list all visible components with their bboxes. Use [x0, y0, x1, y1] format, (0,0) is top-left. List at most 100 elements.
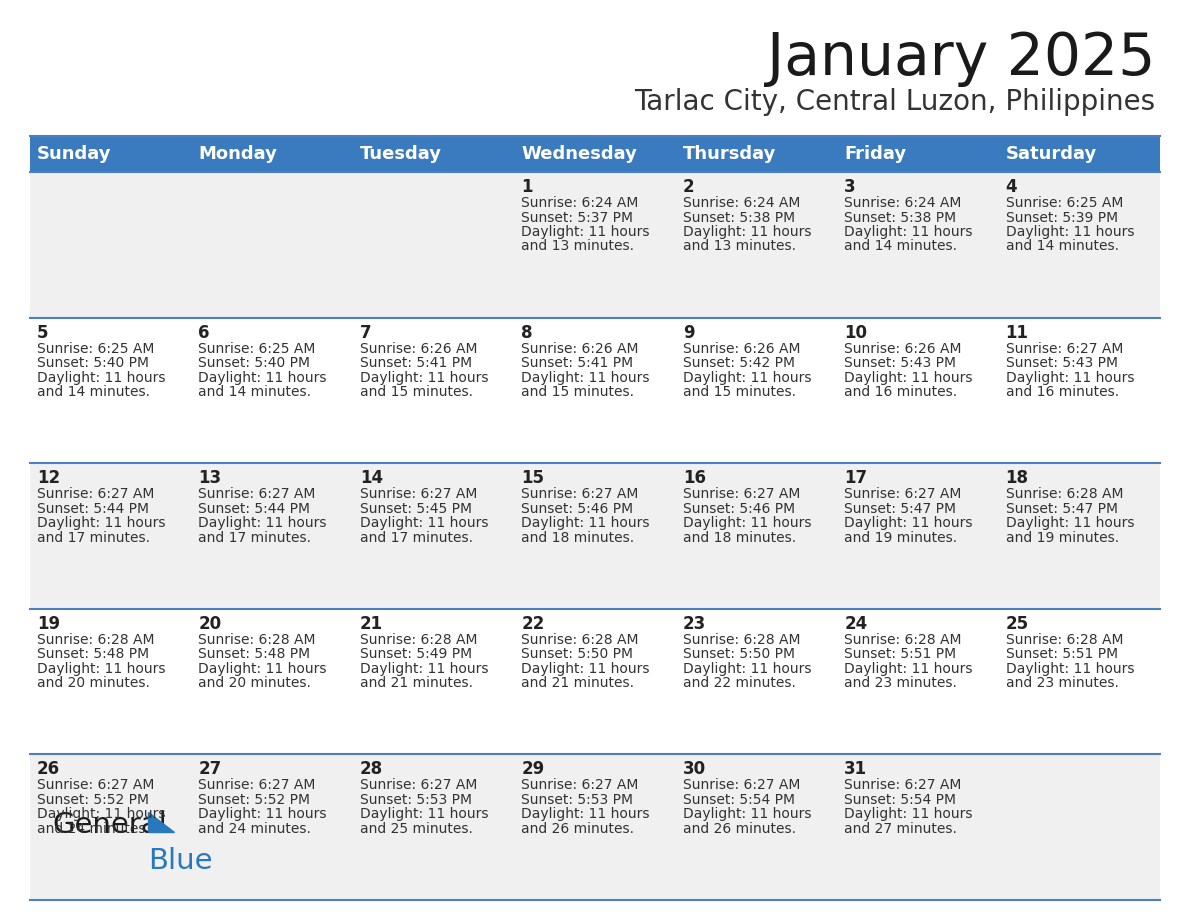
Bar	[191, 755, 353, 900]
Text: Sunrise: 6:27 AM: Sunrise: 6:27 AM	[198, 778, 316, 792]
Text: and 13 minutes.: and 13 minutes.	[683, 240, 796, 253]
Text: and 25 minutes.: and 25 minutes.	[360, 822, 473, 836]
Text: Daylight: 11 hours: Daylight: 11 hours	[360, 516, 488, 531]
Text: Daylight: 11 hours: Daylight: 11 hours	[37, 371, 165, 385]
Text: Daylight: 11 hours: Daylight: 11 hours	[845, 662, 973, 676]
Text: and 23 minutes.: and 23 minutes.	[845, 677, 958, 690]
Text: Daylight: 11 hours: Daylight: 11 hours	[522, 662, 650, 676]
Bar	[838, 318, 999, 464]
Text: Sunrise: 6:27 AM: Sunrise: 6:27 AM	[360, 487, 478, 501]
Text: Sunrise: 6:26 AM: Sunrise: 6:26 AM	[845, 341, 961, 355]
Text: Sunrise: 6:28 AM: Sunrise: 6:28 AM	[1005, 487, 1123, 501]
Text: Sunrise: 6:27 AM: Sunrise: 6:27 AM	[845, 487, 961, 501]
Text: Sunrise: 6:28 AM: Sunrise: 6:28 AM	[522, 633, 639, 647]
Text: Daylight: 11 hours: Daylight: 11 hours	[845, 371, 973, 385]
Text: 9: 9	[683, 324, 694, 341]
Bar	[353, 755, 514, 900]
Bar	[191, 172, 353, 318]
Text: Daylight: 11 hours: Daylight: 11 hours	[683, 371, 811, 385]
Text: Daylight: 11 hours: Daylight: 11 hours	[522, 808, 650, 822]
Text: Sunrise: 6:24 AM: Sunrise: 6:24 AM	[683, 196, 800, 210]
Text: Tuesday: Tuesday	[360, 145, 442, 163]
Bar	[353, 172, 514, 318]
Bar	[676, 755, 838, 900]
Text: Daylight: 11 hours: Daylight: 11 hours	[845, 516, 973, 531]
Text: and 22 minutes.: and 22 minutes.	[683, 677, 796, 690]
Text: Sunrise: 6:28 AM: Sunrise: 6:28 AM	[845, 633, 961, 647]
Text: Daylight: 11 hours: Daylight: 11 hours	[845, 225, 973, 239]
Text: Sunrise: 6:27 AM: Sunrise: 6:27 AM	[683, 778, 800, 792]
Text: Daylight: 11 hours: Daylight: 11 hours	[360, 808, 488, 822]
Text: Sunrise: 6:27 AM: Sunrise: 6:27 AM	[845, 778, 961, 792]
Text: Sunset: 5:46 PM: Sunset: 5:46 PM	[522, 502, 633, 516]
Text: and 16 minutes.: and 16 minutes.	[1005, 385, 1119, 399]
Bar	[191, 609, 353, 755]
Text: Daylight: 11 hours: Daylight: 11 hours	[522, 371, 650, 385]
Text: Sunset: 5:51 PM: Sunset: 5:51 PM	[845, 647, 956, 661]
Text: 5: 5	[37, 324, 49, 341]
Text: Saturday: Saturday	[1005, 145, 1097, 163]
Bar	[514, 136, 676, 172]
Text: 21: 21	[360, 615, 383, 633]
Text: Sunset: 5:47 PM: Sunset: 5:47 PM	[845, 502, 956, 516]
Text: and 20 minutes.: and 20 minutes.	[37, 677, 150, 690]
Text: Daylight: 11 hours: Daylight: 11 hours	[683, 225, 811, 239]
Text: and 19 minutes.: and 19 minutes.	[1005, 531, 1119, 544]
Text: and 17 minutes.: and 17 minutes.	[37, 531, 150, 544]
Text: Daylight: 11 hours: Daylight: 11 hours	[360, 371, 488, 385]
Text: Sunrise: 6:24 AM: Sunrise: 6:24 AM	[522, 196, 639, 210]
Text: 18: 18	[1005, 469, 1029, 487]
Text: Sunset: 5:47 PM: Sunset: 5:47 PM	[1005, 502, 1118, 516]
Text: Tarlac City, Central Luzon, Philippines: Tarlac City, Central Luzon, Philippines	[634, 88, 1155, 116]
Text: Sunday: Sunday	[37, 145, 112, 163]
Text: Sunset: 5:49 PM: Sunset: 5:49 PM	[360, 647, 472, 661]
Text: Sunrise: 6:26 AM: Sunrise: 6:26 AM	[522, 341, 639, 355]
Text: Sunset: 5:51 PM: Sunset: 5:51 PM	[1005, 647, 1118, 661]
Text: and 13 minutes.: and 13 minutes.	[522, 240, 634, 253]
Bar	[353, 609, 514, 755]
Text: and 15 minutes.: and 15 minutes.	[360, 385, 473, 399]
Text: Sunset: 5:53 PM: Sunset: 5:53 PM	[360, 793, 472, 807]
Text: Sunrise: 6:28 AM: Sunrise: 6:28 AM	[198, 633, 316, 647]
Text: Sunset: 5:39 PM: Sunset: 5:39 PM	[1005, 210, 1118, 225]
Text: Sunset: 5:40 PM: Sunset: 5:40 PM	[37, 356, 148, 370]
Text: 2: 2	[683, 178, 694, 196]
Text: 30: 30	[683, 760, 706, 778]
Text: Sunset: 5:37 PM: Sunset: 5:37 PM	[522, 210, 633, 225]
Text: Daylight: 11 hours: Daylight: 11 hours	[522, 225, 650, 239]
Text: 13: 13	[198, 469, 221, 487]
Text: Daylight: 11 hours: Daylight: 11 hours	[1005, 662, 1135, 676]
Text: Sunrise: 6:27 AM: Sunrise: 6:27 AM	[198, 487, 316, 501]
Text: 17: 17	[845, 469, 867, 487]
Text: 1: 1	[522, 178, 532, 196]
Text: and 27 minutes.: and 27 minutes.	[845, 822, 958, 836]
Text: Thursday: Thursday	[683, 145, 776, 163]
Text: and 14 minutes.: and 14 minutes.	[37, 385, 150, 399]
Text: 25: 25	[1005, 615, 1029, 633]
Text: Daylight: 11 hours: Daylight: 11 hours	[845, 808, 973, 822]
Text: Sunset: 5:38 PM: Sunset: 5:38 PM	[683, 210, 795, 225]
Text: General: General	[52, 811, 166, 839]
Bar	[514, 755, 676, 900]
Bar	[676, 464, 838, 609]
Bar	[30, 172, 191, 318]
Text: Sunset: 5:38 PM: Sunset: 5:38 PM	[845, 210, 956, 225]
Text: 6: 6	[198, 324, 210, 341]
Text: 20: 20	[198, 615, 221, 633]
Text: and 26 minutes.: and 26 minutes.	[522, 822, 634, 836]
Text: Sunrise: 6:27 AM: Sunrise: 6:27 AM	[522, 778, 639, 792]
Text: Sunset: 5:52 PM: Sunset: 5:52 PM	[37, 793, 148, 807]
Text: 28: 28	[360, 760, 383, 778]
Bar	[676, 609, 838, 755]
Text: Sunset: 5:48 PM: Sunset: 5:48 PM	[198, 647, 310, 661]
Text: Sunrise: 6:27 AM: Sunrise: 6:27 AM	[37, 778, 154, 792]
Text: and 24 minutes.: and 24 minutes.	[37, 822, 150, 836]
Bar	[676, 318, 838, 464]
Bar	[353, 464, 514, 609]
Bar	[353, 136, 514, 172]
Text: 10: 10	[845, 324, 867, 341]
Text: Sunset: 5:54 PM: Sunset: 5:54 PM	[683, 793, 795, 807]
Text: Sunrise: 6:27 AM: Sunrise: 6:27 AM	[37, 487, 154, 501]
Bar	[838, 609, 999, 755]
Bar	[838, 464, 999, 609]
